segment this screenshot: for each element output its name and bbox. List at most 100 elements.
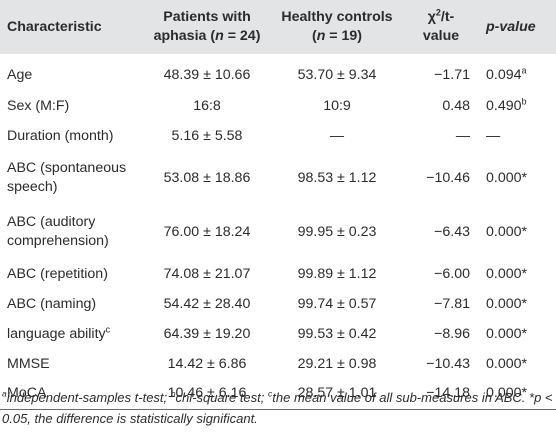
header-patients-line2-post: = 24) [223, 28, 261, 44]
header-patients-line1: Patients with [163, 9, 251, 25]
header-stat-chi: χ [427, 9, 436, 25]
row-label-text: Age [7, 67, 33, 83]
footnote-b-text: chi-square test; [175, 390, 269, 405]
table-row: language abilityc 64.39 ± 19.20 99.53 ± … [0, 319, 556, 349]
row-label: MMSE [0, 349, 142, 379]
header-characteristic: Characteristic [0, 0, 142, 54]
header-pvalue: p-value [480, 0, 556, 54]
row-label: Sex (M:F) [0, 91, 142, 121]
row-label-text: Sex (M:F) [7, 97, 70, 114]
header-controls-line2-pre: ( [311, 28, 317, 44]
footnote-c-sup: c [268, 388, 273, 399]
row-pvalue: 0.000* [480, 379, 556, 410]
row-patients: 54.42 ± 28.40 [163, 295, 251, 312]
row-label-sup: c [105, 323, 111, 334]
table-row: Sex (M:F) 16:8 10:9 0.48 0.490b [0, 91, 556, 121]
row-stat: −8.96 [434, 325, 470, 342]
row-pvalue: 0.000* [486, 355, 528, 372]
table-row: MoCA 10.46 ± 6.16 28.57 ± 1.01 −14.18 0.… [0, 379, 556, 410]
row-stat: −6.00 [434, 265, 470, 282]
row-pvalue-sup: b [521, 95, 527, 106]
row-stat: −14.18 [402, 379, 480, 410]
row-pvalue-text: 0.094 [486, 67, 522, 83]
row-label-text: ABC (repetition) [7, 265, 108, 282]
table-body: Age 48.39 ± 10.66 53.70 ± 9.34 −1.71 0.0… [0, 54, 556, 410]
row-stat: −1.71 [434, 67, 470, 83]
row-stat: — [455, 127, 470, 144]
row-label-line1: ABC (auditory [7, 214, 96, 230]
row-pvalue: 0.000* [486, 265, 528, 282]
row-pvalue: 0.000* [486, 295, 528, 312]
row-controls: — [329, 127, 345, 144]
row-label: MoCA [0, 379, 142, 410]
header-patients-n: n [215, 28, 224, 44]
header-stat-line2: value [422, 28, 460, 44]
row-controls: 53.70 ± 9.34 [297, 67, 377, 83]
row-patients: 53.08 ± 18.86 [163, 169, 251, 186]
row-label-text: language ability [7, 325, 106, 342]
row-stat: 0.48 [442, 97, 470, 114]
header-controls-n: n [316, 28, 326, 44]
table-header: Characteristic Patients with aphasia (n … [0, 0, 556, 54]
header-row: Characteristic Patients with aphasia (n … [0, 0, 556, 54]
row-label-text: MoCA [7, 385, 47, 402]
table-row: ABC (repetition) 74.08 ± 21.07 99.89 ± 1… [0, 259, 556, 289]
row-patients: 48.39 ± 10.66 [163, 67, 251, 83]
row-controls: 99.89 ± 1.12 [297, 265, 377, 282]
table-row: ABC (auditory comprehension) 76.00 ± 18.2… [0, 205, 556, 259]
header-stat-chi-post: /t- [440, 9, 455, 25]
row-controls: 28.57 ± 1.01 [272, 379, 402, 410]
row-label-line2: comprehension) [7, 233, 109, 249]
row-controls: 99.95 ± 0.23 [297, 223, 377, 240]
row-label-line1: ABC (spontaneous [7, 160, 127, 176]
row-pvalue: 0.094a [480, 54, 556, 91]
row-pvalue: 0.000* [486, 325, 528, 342]
row-controls: 29.21 ± 0.98 [297, 355, 377, 372]
row-controls: 99.74 ± 0.57 [297, 295, 377, 312]
row-patients: 14.42 ± 6.86 [167, 355, 247, 372]
header-stat: χ2/t- value [402, 0, 480, 54]
row-pvalue: 0.000* [486, 223, 528, 240]
row-stat: −7.81 [434, 295, 470, 312]
header-stat-chi-sup: 2 [435, 7, 441, 18]
row-stat: −10.46 [426, 169, 470, 186]
row-patients: 10.46 ± 6.16 [142, 379, 272, 410]
row-label: ABC (naming) [0, 289, 142, 319]
row-pvalue-sup: a [521, 65, 527, 76]
footnote-b-sup: b [170, 388, 176, 399]
row-patients: 16:8 [193, 97, 221, 114]
row-pvalue: — [480, 121, 556, 151]
header-patients: Patients with aphasia (n = 24) [142, 0, 272, 54]
row-label-text: Duration (month) [7, 127, 114, 144]
table-row: ABC (naming) 54.42 ± 28.40 99.74 ± 0.57 … [0, 289, 556, 319]
footnote-a-sup: a [2, 388, 7, 399]
row-patients: 74.08 ± 21.07 [163, 265, 251, 282]
table-row: ABC (spontaneous speech) 53.08 ± 18.86 98… [0, 151, 556, 205]
row-label-line2: speech) [7, 179, 58, 195]
row-pvalue-text: — [486, 127, 501, 144]
row-pvalue: 0.000* [486, 169, 528, 186]
header-controls-line1: Healthy controls [281, 9, 393, 25]
row-label-text: MMSE [7, 355, 50, 372]
header-patients-line2-pre: aphasia ( [153, 28, 216, 44]
row-controls: 98.53 ± 1.12 [297, 169, 377, 186]
table-footnote: aindependent-samples t-test; bchi-square… [2, 387, 554, 429]
row-label: ABC (spontaneous speech) [0, 151, 142, 205]
row-pvalue: 0.490b [480, 91, 556, 121]
table-row: Age 48.39 ± 10.66 53.70 ± 9.34 −1.71 0.0… [0, 54, 556, 91]
row-patients: 64.39 ± 19.20 [163, 325, 251, 342]
characteristics-table: Characteristic Patients with aphasia (n … [0, 0, 556, 410]
table-row: Duration (month) 5.16 ± 5.58 — — — [0, 121, 556, 151]
header-controls: Healthy controls (n = 19) [272, 0, 402, 54]
row-label: ABC (auditory comprehension) [0, 205, 142, 259]
row-label: Age [0, 54, 142, 91]
row-label-text: ABC (naming) [7, 295, 97, 312]
row-pvalue-text: 0.490 [486, 97, 522, 114]
header-pvalue-text: p-value [486, 18, 536, 35]
header-characteristic-text: Characteristic [7, 18, 102, 35]
row-patients: 76.00 ± 18.24 [163, 223, 251, 240]
row-patients: 5.16 ± 5.58 [171, 127, 243, 144]
row-controls: 99.53 ± 0.42 [297, 325, 377, 342]
row-controls: 10:9 [323, 97, 351, 114]
